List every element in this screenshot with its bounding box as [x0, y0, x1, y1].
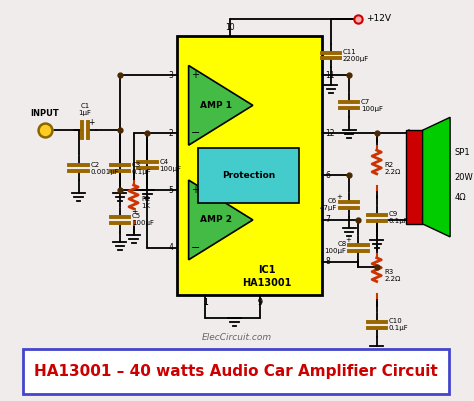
Text: C4
100μF: C4 100μF	[159, 159, 181, 172]
Text: R1
1K: R1 1K	[141, 196, 150, 209]
Text: 4: 4	[168, 243, 173, 252]
Text: R2
2.2Ω: R2 2.2Ω	[384, 162, 401, 174]
Text: AMP 1: AMP 1	[200, 101, 232, 110]
Text: Protection: Protection	[222, 170, 275, 180]
Text: C9
0.1μF: C9 0.1μF	[389, 211, 409, 225]
Text: HA13001 – 40 watts Audio Car Amplifier Circuit: HA13001 – 40 watts Audio Car Amplifier C…	[35, 364, 438, 379]
Text: 20W: 20W	[455, 172, 474, 182]
Text: C10
0.1μF: C10 0.1μF	[389, 318, 409, 331]
Text: AMP 2: AMP 2	[200, 215, 232, 225]
Text: 1: 1	[203, 298, 208, 307]
Polygon shape	[423, 117, 450, 237]
Text: HA13001: HA13001	[242, 278, 292, 288]
Text: +: +	[345, 237, 351, 243]
Text: 9: 9	[258, 298, 263, 307]
Text: R3
2.2Ω: R3 2.2Ω	[384, 269, 401, 282]
Text: INPUT: INPUT	[30, 109, 59, 118]
FancyBboxPatch shape	[198, 148, 299, 203]
Text: 8: 8	[325, 257, 330, 266]
Text: 3: 3	[168, 71, 173, 80]
FancyBboxPatch shape	[177, 36, 322, 295]
Text: C8
100μF: C8 100μF	[324, 241, 346, 254]
Text: 9: 9	[258, 298, 263, 307]
Text: C3
0.1μF: C3 0.1μF	[132, 162, 152, 174]
Text: −: −	[191, 243, 200, 253]
Text: C11
2200μF: C11 2200μF	[343, 49, 369, 62]
FancyBboxPatch shape	[406, 130, 423, 224]
Text: +: +	[191, 185, 199, 195]
FancyBboxPatch shape	[24, 350, 449, 394]
Text: 7: 7	[325, 215, 330, 225]
Text: +12V: +12V	[366, 14, 391, 23]
Text: C5
100μF: C5 100μF	[132, 213, 154, 227]
Text: SP1: SP1	[455, 148, 470, 157]
Text: +: +	[191, 71, 199, 81]
Text: C2
0.001μF: C2 0.001μF	[91, 162, 119, 174]
Text: C7
100μF: C7 100μF	[361, 99, 383, 112]
Polygon shape	[189, 180, 253, 260]
Text: +: +	[89, 118, 95, 127]
Text: 11: 11	[325, 71, 335, 80]
Text: 6: 6	[325, 170, 330, 180]
Text: 4Ω: 4Ω	[455, 192, 466, 202]
Text: 2: 2	[168, 129, 173, 138]
Text: C6
47μF: C6 47μF	[320, 198, 337, 211]
Text: C1
1μF: C1 1μF	[79, 103, 91, 116]
Text: +: +	[336, 194, 342, 200]
Text: 5: 5	[168, 186, 173, 194]
Text: −: −	[191, 128, 200, 138]
Text: 12: 12	[325, 129, 335, 138]
Polygon shape	[189, 65, 253, 145]
Text: ElecCircuit.com: ElecCircuit.com	[201, 333, 272, 342]
Text: 1: 1	[203, 298, 208, 307]
Text: +: +	[131, 207, 137, 217]
Text: IC1: IC1	[258, 265, 275, 275]
Text: 10: 10	[225, 22, 235, 32]
